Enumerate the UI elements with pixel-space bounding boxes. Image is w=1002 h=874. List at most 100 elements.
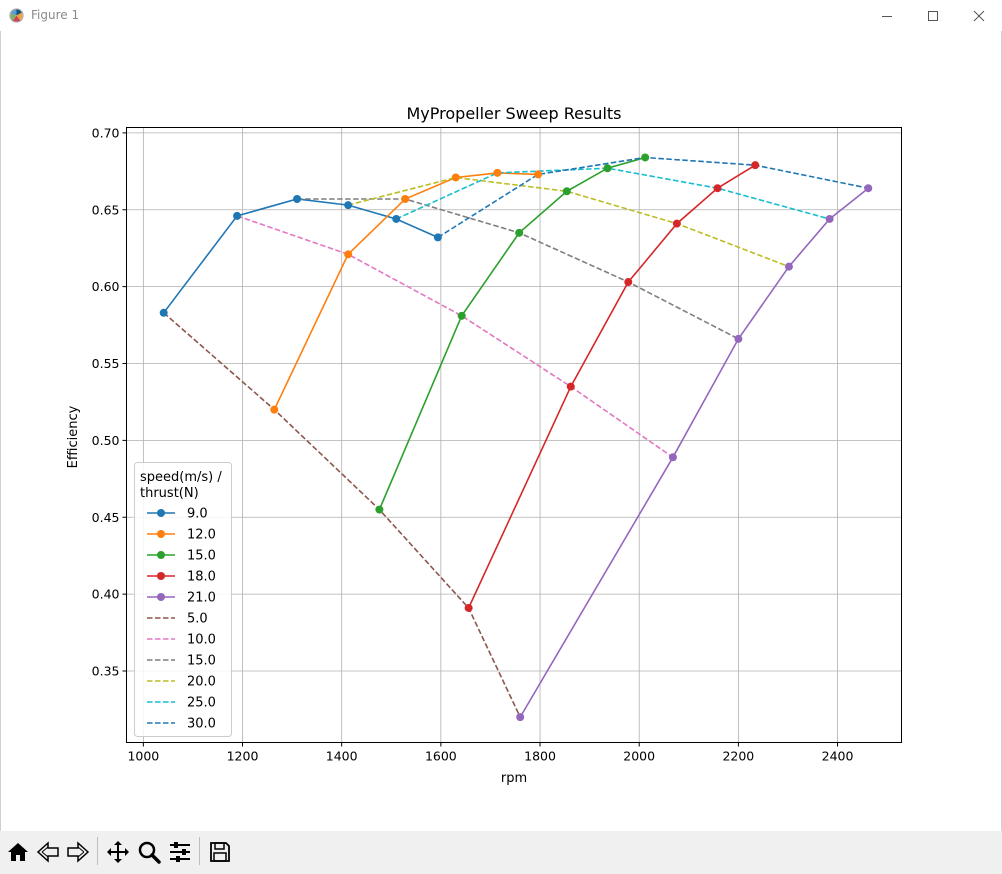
legend-marker	[157, 509, 165, 517]
x-tick-label: 1400	[326, 749, 358, 764]
data-point	[270, 405, 279, 414]
legend-label-3: 18.0	[187, 570, 216, 585]
data-point	[344, 250, 353, 259]
legend-marker	[157, 551, 165, 559]
data-point	[751, 161, 760, 170]
series-line-3	[467, 164, 756, 609]
home-button[interactable]	[3, 836, 33, 868]
close-button[interactable]	[956, 0, 1002, 31]
chart-svg: 1000 1200 1400 1600 1800 2000 2200 2400 0.35 0.40…	[66, 104, 902, 786]
axis-ticks: 1000 1200 1400 1600 1800 2000 2200 2400 0.35 0.40…	[92, 125, 854, 763]
data-point	[464, 603, 473, 612]
maximize-button[interactable]	[910, 0, 956, 31]
data-point	[713, 184, 722, 193]
window-titlebar: Figure 1	[0, 0, 1002, 31]
legend-label-0: 9.0	[187, 507, 208, 522]
chart-title: MyPropeller Sweep Results	[407, 104, 622, 123]
window-border-left	[0, 31, 1, 831]
series-line-10	[437, 156, 869, 239]
y-tick-label: 0.40	[92, 587, 120, 602]
data-point	[392, 214, 401, 223]
data-point	[562, 187, 571, 196]
legend-box	[134, 462, 232, 737]
back-icon	[36, 841, 59, 863]
data-point	[825, 214, 834, 223]
data-point	[734, 334, 743, 343]
series-line-6	[236, 215, 674, 458]
pan-icon	[107, 841, 129, 863]
pan-button[interactable]	[103, 836, 133, 868]
y-tick-label: 0.70	[92, 125, 120, 140]
toolbar-separator	[199, 837, 200, 865]
data-point	[784, 262, 793, 271]
series-line-9	[395, 167, 830, 220]
configure-subplots-button[interactable]	[165, 836, 195, 868]
data-point	[401, 194, 410, 203]
maximize-icon	[928, 10, 938, 21]
minimize-button[interactable]	[864, 0, 910, 31]
legend-label-8: 20.0	[187, 675, 216, 690]
legend-label-1: 12.0	[187, 528, 216, 543]
x-tick-label: 1800	[524, 749, 556, 764]
data-point	[516, 713, 525, 722]
series-line-0	[163, 198, 439, 314]
x-tick-label: 1200	[227, 749, 259, 764]
legend-marker	[157, 572, 165, 580]
legend-label-4: 21.0	[187, 591, 216, 606]
data-point	[864, 184, 873, 193]
legend-label-10: 30.0	[187, 717, 216, 732]
save-button[interactable]	[205, 836, 235, 868]
minimize-icon	[882, 15, 892, 17]
navigation-toolbar	[0, 831, 1002, 874]
data-point	[233, 211, 242, 220]
y-axis-label: Efficiency	[66, 405, 81, 468]
forward-icon	[67, 841, 90, 863]
legend-label-6: 10.0	[187, 633, 216, 648]
x-axis-label: rpm	[501, 771, 527, 786]
data-point	[344, 201, 353, 210]
series-line-7	[297, 198, 739, 340]
legend: speed(m/s) / thrust(N) 9.0 12.0 15.0 18.0 21…	[134, 462, 232, 737]
zoom-button[interactable]	[134, 836, 164, 868]
data-point	[668, 453, 677, 462]
forward-button[interactable]	[63, 836, 93, 868]
data-point	[433, 233, 442, 242]
y-tick-label: 0.45	[92, 510, 120, 525]
legend-title-line-2: thrust(N)	[140, 486, 199, 501]
data-point	[457, 311, 466, 320]
toolbar-separator	[97, 837, 98, 865]
figure-canvas[interactable]: 1000 1200 1400 1600 1800 2000 2200 2400 0.35 0.40…	[1, 31, 1001, 831]
y-tick-label: 0.60	[92, 279, 120, 294]
legend-marker	[157, 530, 165, 538]
legend-title-line-1: speed(m/s) /	[140, 470, 222, 485]
legend-marker	[157, 593, 165, 601]
x-tick-label: 2000	[623, 749, 655, 764]
data-point	[375, 505, 384, 514]
series-markers	[159, 153, 873, 722]
close-icon	[973, 10, 985, 21]
y-tick-label: 0.55	[92, 356, 120, 371]
series-line-4	[519, 187, 869, 718]
series-line-2	[378, 156, 646, 510]
plot-frame	[126, 127, 902, 743]
data-point	[603, 164, 612, 173]
data-point	[493, 168, 502, 177]
series-line-1	[273, 172, 539, 410]
data-point	[451, 173, 460, 182]
back-button[interactable]	[33, 836, 63, 868]
legend-label-5: 5.0	[187, 612, 208, 627]
configure-icon	[170, 842, 190, 862]
data-point	[159, 308, 168, 317]
data-point	[515, 228, 524, 237]
grid	[126, 127, 902, 743]
home-icon	[8, 843, 28, 861]
y-tick-label: 0.50	[92, 433, 120, 448]
save-icon	[210, 842, 230, 862]
x-tick-label: 2200	[722, 749, 754, 764]
legend-label-2: 15.0	[187, 549, 216, 564]
legend-label-9: 25.0	[187, 696, 216, 711]
data-point	[672, 219, 681, 228]
window-title: Figure 1	[31, 8, 80, 22]
x-tick-label: 1600	[425, 749, 457, 764]
x-tick-label: 1000	[127, 749, 159, 764]
